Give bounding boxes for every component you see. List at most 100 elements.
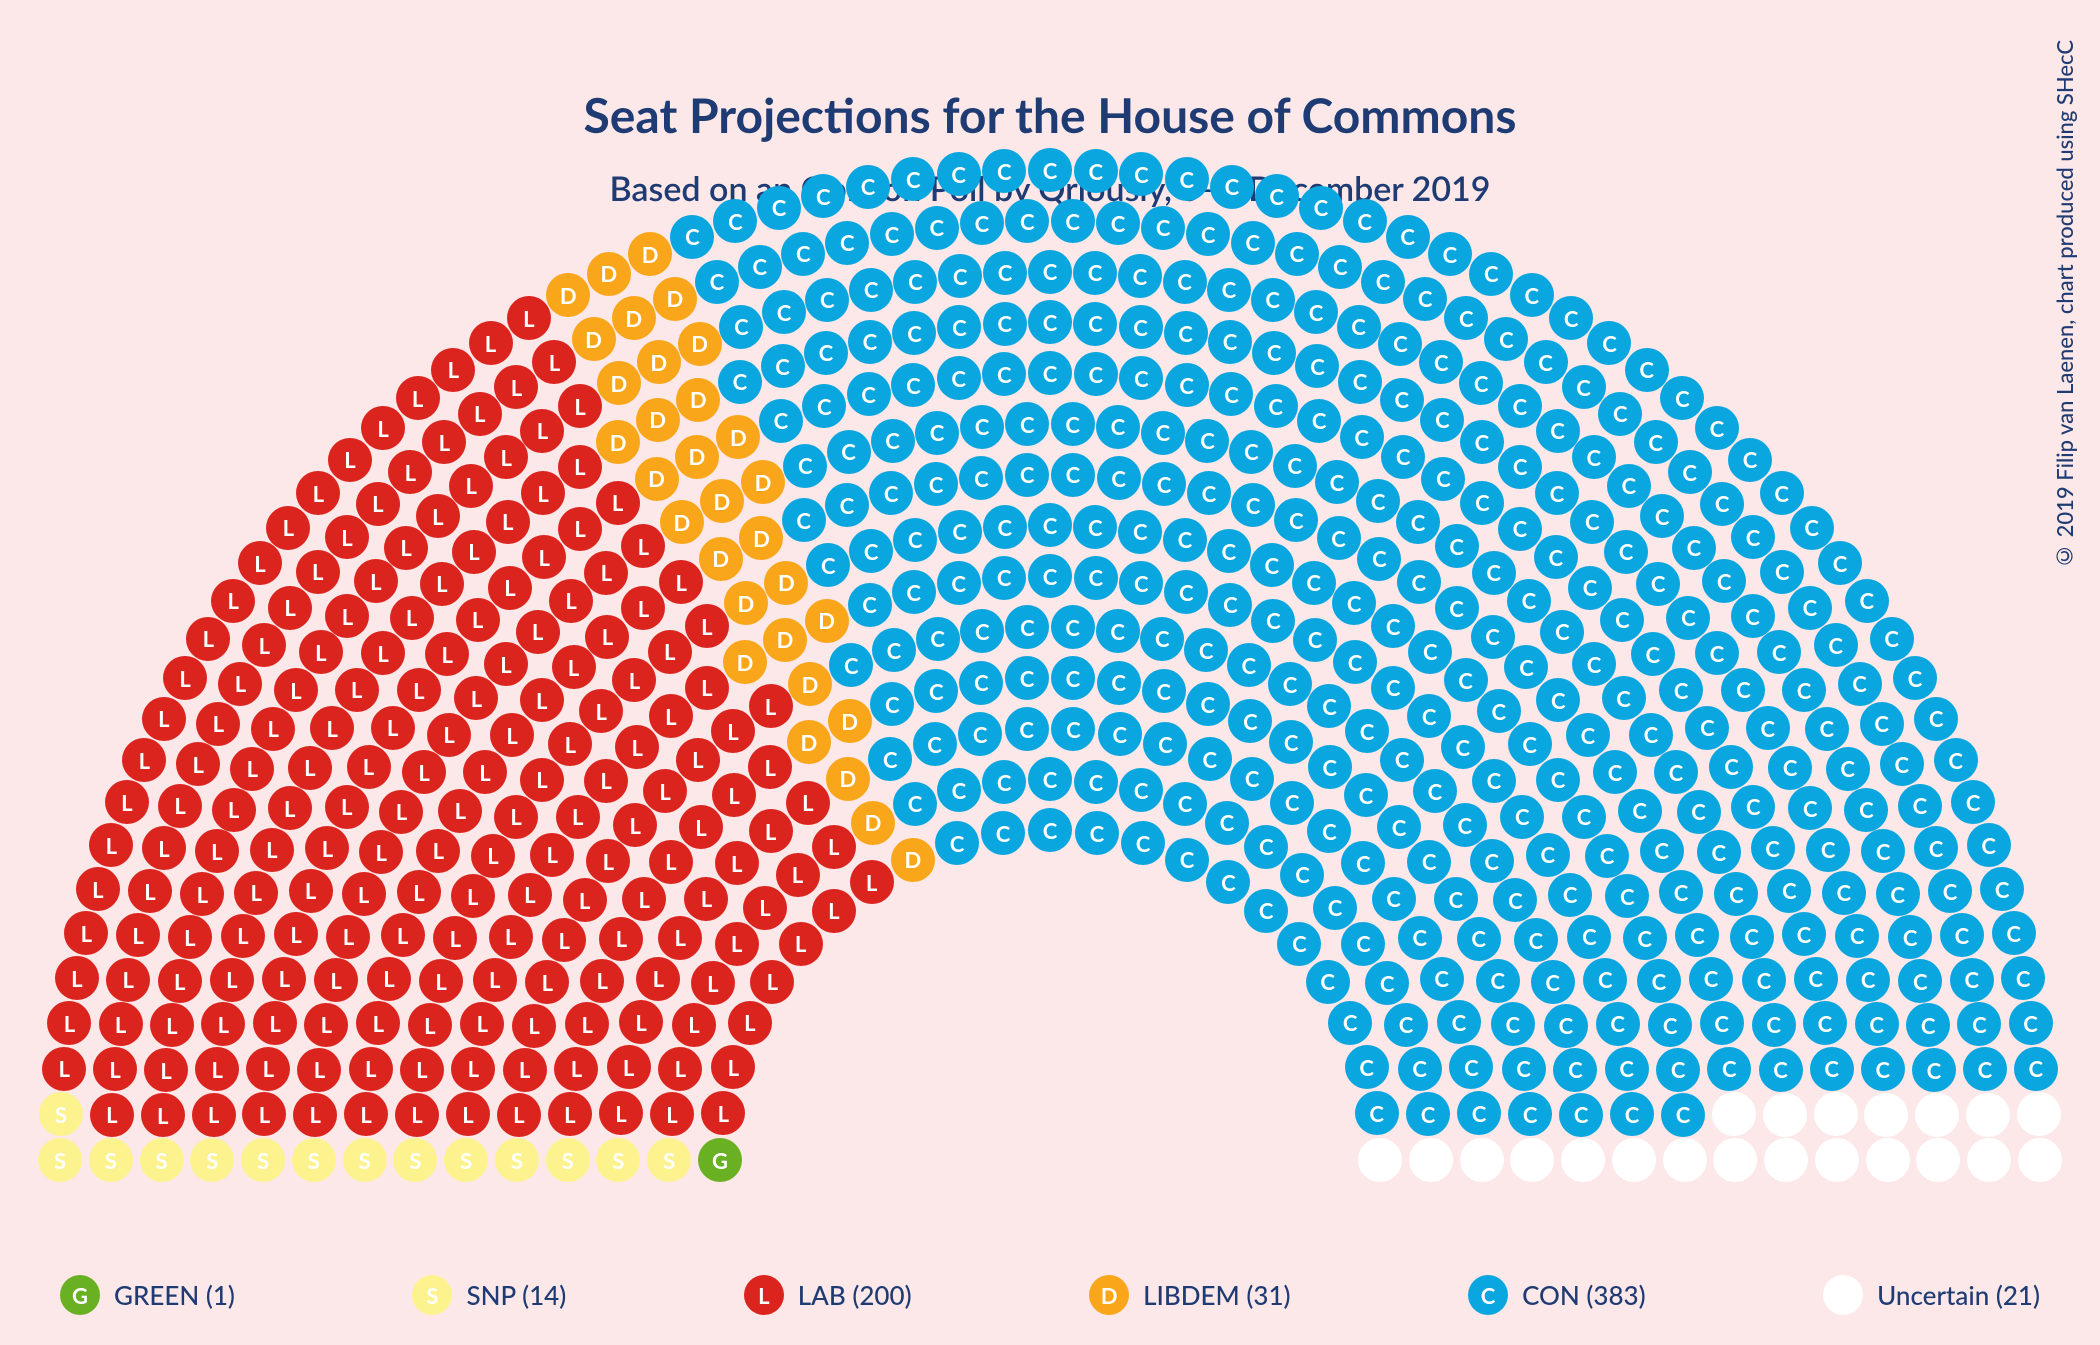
seat-lab: L: [212, 788, 256, 832]
seat-con: C: [1540, 610, 1584, 654]
seat-con: C: [1677, 790, 1721, 834]
seat-con: C: [959, 661, 1003, 705]
seat-con: C: [1700, 482, 1744, 526]
seat-lab: L: [615, 725, 659, 769]
seat-con: C: [1407, 694, 1451, 738]
seat-con: C: [1228, 699, 1272, 743]
seat-lab: L: [274, 668, 318, 712]
seat-con: C: [1570, 500, 1614, 544]
seat-libdem: D: [851, 801, 895, 845]
seat-lab: L: [586, 839, 630, 883]
seat-lab: L: [779, 922, 823, 966]
seat-con: C: [713, 199, 757, 243]
seat-con: C: [1460, 420, 1504, 464]
seat-libdem: D: [675, 435, 719, 479]
seat-con: C: [1510, 273, 1554, 317]
seat-con: C: [1333, 640, 1377, 684]
seat-lab: L: [299, 630, 343, 674]
seat-lab: L: [749, 809, 793, 853]
seat-con: C: [718, 360, 762, 404]
seat-lab: L: [416, 494, 460, 538]
seat-lab: L: [192, 1093, 236, 1137]
seat-libdem: D: [763, 618, 807, 662]
seat-con: C: [1562, 365, 1606, 409]
seat-con: C: [1208, 583, 1252, 627]
seat-con: C: [1407, 840, 1451, 884]
seat-con: C: [1028, 808, 1072, 852]
seat-con: C: [1073, 302, 1117, 346]
seat-con: C: [1880, 742, 1924, 786]
seat-con: C: [1005, 656, 1049, 700]
seat-con: C: [1121, 821, 1165, 865]
seat-con: C: [1163, 782, 1207, 826]
seat-con: C: [1165, 838, 1209, 882]
seat-con: C: [1637, 959, 1681, 1003]
seat-con: C: [1818, 541, 1862, 585]
seat-con: C: [2009, 1001, 2053, 1045]
seat-con: C: [1028, 351, 1072, 395]
seat-con: C: [1526, 833, 1570, 877]
seat-lab: L: [711, 709, 755, 753]
seat-lab: L: [238, 541, 282, 585]
seat-con: C: [1252, 331, 1296, 375]
seat-con: C: [1408, 630, 1452, 674]
seat-con: C: [1536, 678, 1580, 722]
seat-con: C: [762, 290, 806, 334]
seat-con: C: [1444, 296, 1488, 340]
seat-con: C: [1814, 623, 1858, 667]
seat-con: C: [1721, 668, 1765, 712]
seat-lab: L: [471, 834, 515, 878]
seat-con: C: [1536, 409, 1580, 453]
seat-con: C: [1337, 305, 1381, 349]
seat-con: C: [1623, 916, 1667, 960]
seat-con: C: [1648, 1003, 1692, 1047]
seat-con: C: [1702, 559, 1746, 603]
seat-con: C: [1143, 722, 1187, 766]
seat-libdem: D: [764, 561, 808, 605]
seat-con: C: [1893, 656, 1937, 700]
seat-con: C: [1500, 795, 1544, 839]
seat-lab: L: [144, 1048, 188, 1092]
seat-con: C: [802, 384, 846, 428]
seat-con: C: [781, 232, 825, 276]
seat-con: C: [1514, 918, 1558, 962]
seat-snp: S: [39, 1092, 83, 1136]
seat-uncertain: [1763, 1093, 1807, 1137]
seat-con: C: [847, 372, 891, 416]
seat-con: C: [1498, 445, 1542, 489]
seat-con: C: [1251, 599, 1295, 643]
seat-con: C: [1805, 707, 1849, 751]
seat-con: C: [1307, 684, 1351, 728]
seat-con: C: [1583, 958, 1627, 1002]
seat-con: C: [1469, 252, 1513, 296]
seat-con: C: [1097, 661, 1141, 705]
seat-con: C: [1073, 505, 1117, 549]
seat-con: C: [1051, 707, 1095, 751]
seat-lab: L: [659, 560, 703, 604]
seat-lab: L: [349, 1047, 393, 1091]
seat-lab: L: [507, 296, 551, 340]
legend-item-snp: SSNP (14): [412, 1275, 566, 1315]
seat-con: C: [893, 782, 937, 826]
seat-con: C: [1250, 543, 1294, 587]
seat-libdem: D: [628, 232, 672, 276]
seat-con: C: [1254, 384, 1298, 428]
seat-lab: L: [563, 878, 607, 922]
seat-con: C: [1759, 1048, 1803, 1092]
seat-con: C: [1685, 706, 1729, 750]
seat-lab: L: [525, 960, 569, 1004]
seat-libdem: D: [891, 838, 935, 882]
seat-lab: L: [446, 1092, 490, 1136]
seat-lab: L: [305, 826, 349, 870]
seat-lab: L: [93, 1047, 137, 1091]
seat-libdem: D: [612, 296, 656, 340]
seat-lab: L: [451, 874, 495, 918]
seat-con: C: [1640, 829, 1684, 873]
seat-lab: L: [221, 914, 265, 958]
seat-uncertain: [1967, 1138, 2011, 1182]
seat-con: C: [1700, 1001, 1744, 1045]
seat-con: C: [1548, 873, 1592, 917]
seat-con: C: [1051, 656, 1095, 700]
seat-con: C: [1898, 784, 1942, 828]
seat-con: C: [1980, 867, 2024, 911]
